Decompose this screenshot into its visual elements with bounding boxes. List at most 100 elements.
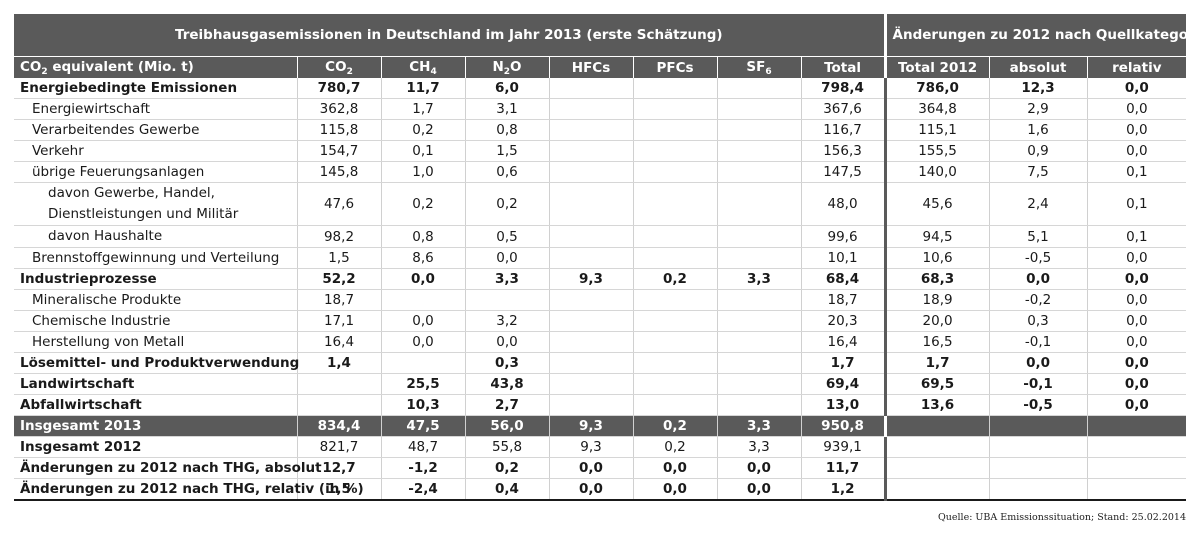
- table-cell: 1,0: [380, 161, 465, 183]
- table-cell: 0,0: [1086, 331, 1187, 353]
- table-cell: 20,3: [800, 310, 886, 332]
- table-cell: 0,2: [380, 119, 465, 141]
- table-cell: [380, 289, 465, 311]
- table-cell: [548, 373, 633, 395]
- table-cell: 18,7: [800, 289, 886, 311]
- table-cell: 156,3: [800, 140, 886, 162]
- table-cell: 0,0: [632, 457, 717, 479]
- table-cell: [548, 247, 633, 269]
- table-cell: [548, 98, 633, 120]
- table-cell: -0,5: [988, 247, 1088, 269]
- table-cell: [716, 78, 801, 99]
- table-row: übrige Feuerungsanlagen 145,8 1,0 0,6 147,5 1…: [14, 161, 1187, 183]
- column-header-row: CO2 equivalent (Mio. t) CO2 CH4 N2O HFCs PFCs…: [14, 56, 1187, 78]
- table-cell: 1,6: [988, 119, 1088, 141]
- table-cell: 0,0: [1086, 78, 1187, 99]
- table-cell: 18,7: [296, 289, 381, 311]
- table-cell: 364,8: [883, 98, 990, 120]
- table-cell: [716, 161, 801, 183]
- table-cell: [632, 161, 717, 183]
- table-cell: [464, 289, 549, 311]
- table-title: Treibhausgasemissionen in Deutschland im…: [14, 14, 886, 57]
- table-cell: 13,6: [883, 394, 990, 416]
- table-cell: 43,8: [464, 373, 549, 395]
- table-cell: 0,0: [988, 352, 1088, 374]
- table-cell: [548, 140, 633, 162]
- table-cell: [716, 182, 801, 226]
- header-col-sf6: SF6: [716, 56, 801, 78]
- table-cell: [632, 225, 717, 248]
- table-row: Chemische Industrie 17,1 0,0 3,2 20,3 20,0 0,3…: [14, 310, 1187, 332]
- table-cell: 3,3: [716, 415, 801, 437]
- table-cell: 52,2: [296, 268, 381, 290]
- table-cell: [716, 310, 801, 332]
- row-label: Brennstoffgewinnung und Verteilung: [14, 247, 297, 269]
- table-row: Verkehr 154,7 0,1 1,5 156,3 155,5 0,9 0,0: [14, 140, 1187, 162]
- table-cell: -0,1: [988, 331, 1088, 353]
- table-row: Energiebedingte Emissionen 780,7 11,7 6,0 79…: [14, 78, 1187, 99]
- table-cell: 17,1: [296, 310, 381, 332]
- table-cell: [716, 352, 801, 374]
- table-cell: 0,0: [548, 478, 633, 501]
- table-row: Energiewirtschaft 362,8 1,7 3,1 367,6 364,8 2,…: [14, 98, 1187, 120]
- table-cell: 45,6: [883, 182, 990, 226]
- table-cell: 55,8: [464, 436, 549, 458]
- table-cell: [632, 182, 717, 226]
- table-cell: 20,0: [883, 310, 990, 332]
- table-cell: 362,8: [296, 98, 381, 120]
- table-cell: 56,0: [464, 415, 549, 437]
- table-cell: 0,1: [1086, 182, 1187, 226]
- table-cell: [632, 352, 717, 374]
- table-row: Änderungen zu 2012 nach THG, relativ (in…: [14, 478, 1187, 501]
- table-cell: [632, 247, 717, 269]
- table-cell: 10,6: [883, 247, 990, 269]
- table-cell: 2,9: [988, 98, 1088, 120]
- table-cell: 0,0: [632, 478, 717, 501]
- table-row: Industrieprozesse 52,2 0,0 3,3 9,3 0,2 3,3 68,4…: [14, 268, 1187, 290]
- table-cell: 16,4: [800, 331, 886, 353]
- table-cell: 1,5: [296, 247, 381, 269]
- table-cell: [883, 478, 990, 501]
- table-cell: 3,3: [716, 436, 801, 458]
- table-cell: [716, 140, 801, 162]
- table-cell: 10,1: [800, 247, 886, 269]
- table-cell: [548, 352, 633, 374]
- table-cell: 0,0: [1086, 352, 1187, 374]
- table-cell: 1,7: [883, 352, 990, 374]
- table-row: Mineralische Produkte 18,7 18,7 18,9 -0,2 0,0: [14, 289, 1187, 311]
- table-cell: 2,4: [988, 182, 1088, 226]
- table-cell: 0,0: [716, 457, 801, 479]
- table-cell: 3,3: [464, 268, 549, 290]
- table-cell: [380, 352, 465, 374]
- table-cell: 0,0: [1086, 373, 1187, 395]
- table-row: Insgesamt 2013 834,4 47,5 56,0 9,3 0,2 3,3 950,…: [14, 415, 1187, 437]
- table-cell: 47,5: [380, 415, 465, 437]
- table-cell: 0,8: [380, 225, 465, 248]
- table-cell: 11,7: [380, 78, 465, 99]
- row-label: Abfallwirtschaft: [14, 394, 297, 416]
- table-cell: 3,3: [716, 268, 801, 290]
- table-cell: 5,1: [988, 225, 1088, 248]
- source-note: Quelle: UBA Emissionssituation; Stand: 2…: [937, 512, 1186, 523]
- table-cell: 16,5: [883, 331, 990, 353]
- table-row: Abfallwirtschaft 10,3 2,7 13,0 13,6 -0,5 0,0: [14, 394, 1187, 416]
- table-cell: 94,5: [883, 225, 990, 248]
- emissions-table-container: Treibhausgasemissionen in Deutschland im…: [14, 14, 1200, 501]
- table-cell: [883, 415, 990, 437]
- table-cell: [716, 225, 801, 248]
- table-cell: 834,4: [296, 415, 381, 437]
- table-cell: [988, 478, 1088, 501]
- table-cell: 0,3: [988, 310, 1088, 332]
- table-cell: [716, 247, 801, 269]
- row-label: Landwirtschaft: [14, 373, 297, 395]
- table-cell: [883, 436, 990, 458]
- header-col-co2: CO2: [296, 56, 381, 78]
- table-cell: -2,4: [380, 478, 465, 501]
- table-cell: [548, 78, 633, 99]
- table-cell: 0,3: [464, 352, 549, 374]
- table-cell: 13,0: [800, 394, 886, 416]
- header-col-total-2012: Total 2012: [883, 56, 990, 78]
- row-label: Änderungen zu 2012 nach THG, absolut: [14, 457, 322, 479]
- table-cell: 116,7: [800, 119, 886, 141]
- table-cell: [1086, 457, 1187, 479]
